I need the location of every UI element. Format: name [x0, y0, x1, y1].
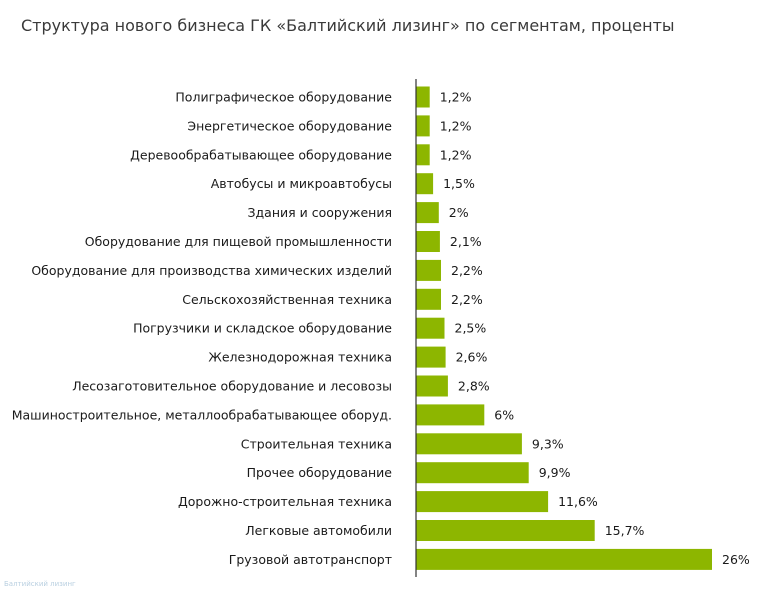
bar: [416, 375, 448, 397]
category-label: Оборудование для пищевой промышленности: [85, 234, 392, 249]
bar: [416, 202, 439, 224]
data-label: 9,9%: [539, 465, 571, 480]
bar: [416, 317, 445, 339]
category-label: Машиностроительное, металлообрабатывающе…: [12, 407, 392, 422]
data-label: 2,5%: [455, 321, 487, 336]
category-label: Деревообрабатывающее оборудование: [130, 147, 392, 162]
value-labels: 1,2% 1,2% 1,2% 1,5% 2% 2,1% 2,2% 2,2% 2,5% 2,6% 2,…: [440, 90, 750, 567]
category-label: Прочее оборудование: [247, 465, 393, 480]
category-label: Строительная техника: [241, 436, 392, 451]
bar: [416, 288, 441, 310]
data-label: 1,2%: [440, 90, 472, 105]
category-label: Грузовой автотранспорт: [229, 552, 392, 567]
bar: [416, 115, 430, 137]
bar: [416, 86, 430, 108]
bar: [416, 548, 712, 570]
data-label: 2%: [449, 205, 469, 220]
category-label: Здания и сооружения: [248, 205, 392, 220]
category-label: Автобусы и микроавтобусы: [211, 176, 392, 191]
bar: [416, 404, 485, 426]
category-label: Железнодорожная техника: [208, 350, 392, 365]
bar: [416, 144, 430, 166]
data-label: 15,7%: [605, 523, 645, 538]
bar: [416, 259, 441, 281]
data-label: 1,2%: [440, 147, 472, 162]
bar: [416, 231, 440, 252]
data-label: 2,6%: [456, 350, 488, 365]
data-label: 2,1%: [450, 234, 482, 249]
data-label: 2,2%: [451, 292, 483, 307]
category-label: Оборудование для производства химических…: [31, 263, 392, 278]
bar: [416, 346, 446, 368]
category-label: Сельскохозяйственная техника: [182, 292, 392, 307]
data-label: 6%: [494, 407, 514, 422]
category-labels: Полиграфическое оборудование Энергетическ…: [12, 90, 393, 567]
category-label: Лесозаготовительное оборудование и лесов…: [72, 379, 392, 394]
bar: [416, 173, 434, 195]
chart-title: Структура нового бизнеса ГК «Балтийский …: [21, 16, 675, 35]
bar: [416, 520, 595, 541]
category-label: Легковые автомобили: [245, 523, 392, 538]
data-label: 2,8%: [458, 379, 490, 394]
data-label: 1,5%: [443, 176, 475, 191]
data-label: 9,3%: [532, 436, 564, 451]
data-label: 26%: [722, 552, 750, 567]
data-label: 1,2%: [440, 118, 472, 133]
category-label: Погрузчики и складское оборудование: [133, 321, 392, 336]
bars-layer: [416, 86, 712, 570]
category-label: Полиграфическое оборудование: [175, 90, 392, 105]
data-label: 11,6%: [558, 494, 598, 509]
data-label: 2,2%: [451, 263, 483, 278]
bar: [416, 491, 549, 513]
bar: [416, 462, 529, 484]
category-label: Энергетическое оборудование: [187, 118, 392, 133]
watermark-logo: Балтийский лизинг: [4, 580, 76, 588]
category-label: Дорожно-строительная техника: [178, 494, 392, 509]
bar: [416, 433, 522, 455]
